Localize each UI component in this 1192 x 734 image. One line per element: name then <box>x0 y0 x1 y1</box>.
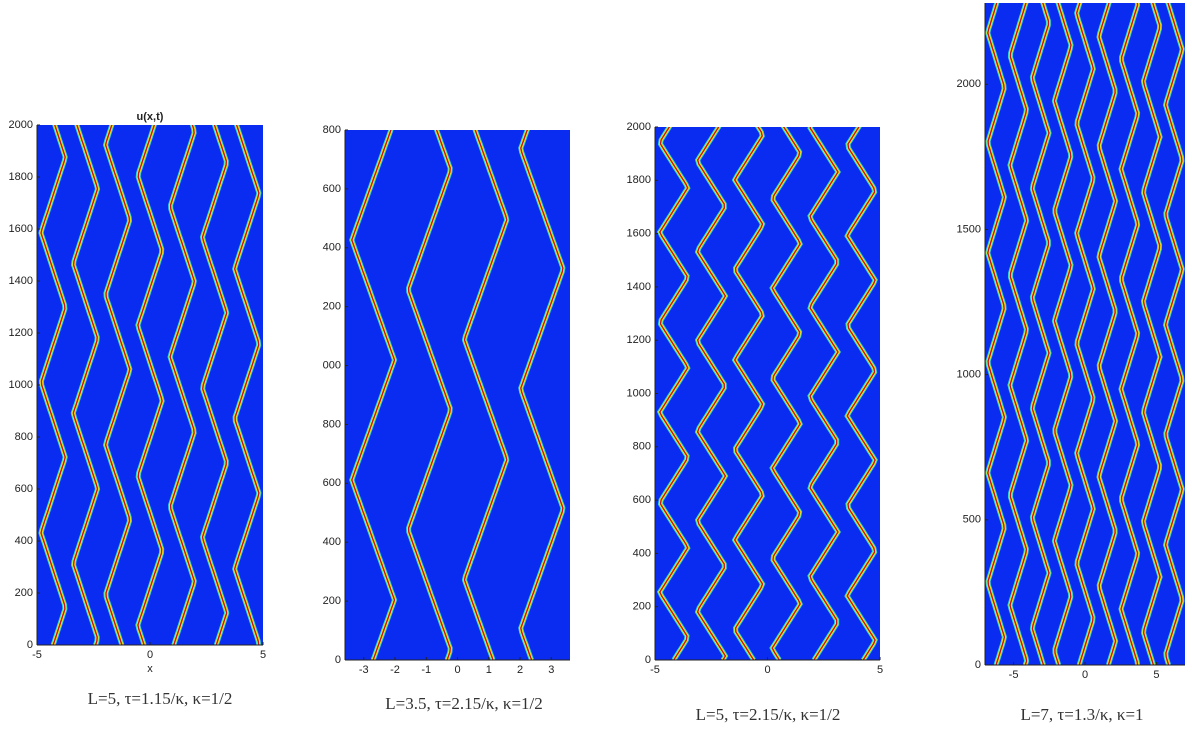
x-tick-label: -5 <box>32 649 42 661</box>
panel: 0 200 400 600 800 000 200 400 600 800 -3 -2 -1 0 1 2 3 L=… <box>323 124 570 713</box>
pulse-trace <box>1009 3 1028 665</box>
pulse-trace <box>733 127 764 660</box>
y-tick-label: 600 <box>15 483 33 495</box>
x-tick-label: 0 <box>1082 669 1088 681</box>
x-tick-label: 2 <box>517 664 523 676</box>
y-tick-label: 1500 <box>957 223 981 235</box>
pulse-trace <box>771 127 801 660</box>
y-tick-label: 2000 <box>627 121 651 133</box>
caption: L=5, τ=2.15/κ, κ=1/2 <box>696 705 841 724</box>
x-tick-label: 5 <box>877 664 883 676</box>
pulse-trace <box>233 125 260 645</box>
y-tick-label: 000 <box>323 359 341 371</box>
y-tick-label: 800 <box>323 418 341 430</box>
y-tick-label: 2000 <box>9 119 33 131</box>
y-tick-label: 600 <box>323 477 341 489</box>
y-tick-label: 400 <box>15 535 33 547</box>
y-tick-label: 800 <box>323 124 341 136</box>
pulse-trace <box>846 127 876 660</box>
pulse-trace <box>169 125 196 645</box>
pulse-trace <box>987 3 1006 665</box>
y-tick-label: 1800 <box>627 174 651 186</box>
x-tick-label: -2 <box>390 664 400 676</box>
x-tick-label: 5 <box>1153 669 1159 681</box>
y-tick-label: 0 <box>27 639 33 651</box>
y-tick-label: 2000 <box>957 78 981 90</box>
y-tick-label: 800 <box>15 431 33 443</box>
y-tick-label: 1000 <box>9 379 33 391</box>
x-tick-label: 3 <box>548 664 554 676</box>
y-tick-label: 500 <box>963 514 981 526</box>
y-tick-label: 1600 <box>9 223 33 235</box>
y-tick-label: 1200 <box>627 334 651 346</box>
y-tick-label: 1400 <box>627 281 651 293</box>
pulse-trace <box>1075 3 1095 665</box>
pulse-trace <box>137 125 163 645</box>
panel: 0 500 1000 1500 2000 -5 0 5 L=7, τ=1.3/κ, κ=1 <box>957 3 1185 724</box>
x-tick-label: 0 <box>764 664 770 676</box>
pulse-trace <box>1031 3 1050 665</box>
y-tick-label: 1400 <box>9 275 33 287</box>
y-tick-label: 400 <box>323 536 341 548</box>
caption: L=7, τ=1.3/κ, κ=1 <box>1020 705 1143 724</box>
pulse-trace <box>407 130 451 660</box>
y-tick-label: 200 <box>323 595 341 607</box>
y-tick-label: 0 <box>975 659 981 671</box>
x-tick-label: -1 <box>421 664 431 676</box>
heatmap-pattern <box>656 127 878 660</box>
pulse-trace <box>696 127 727 660</box>
y-tick-label: 800 <box>633 441 651 453</box>
pulse-trace <box>1053 3 1072 665</box>
pulse-trace <box>520 130 564 660</box>
x-tick-label: 5 <box>260 649 266 661</box>
pulse-trace <box>809 127 839 660</box>
y-tick-label: 1800 <box>9 171 33 183</box>
x-tick-label: -5 <box>1009 669 1019 681</box>
y-tick-label: 400 <box>633 547 651 559</box>
pulse-trace <box>463 130 508 660</box>
heatmap-background <box>37 125 263 645</box>
y-tick-label: 0 <box>645 654 651 666</box>
y-tick-label: 200 <box>15 587 33 599</box>
heatmap-pattern <box>38 125 262 645</box>
y-tick-label: 600 <box>633 494 651 506</box>
heatmap-pattern <box>349 130 566 660</box>
x-tick-label: 0 <box>454 664 460 676</box>
pulse-trace <box>72 125 99 645</box>
x-tick-label: 1 <box>486 664 492 676</box>
y-tick-label: 1000 <box>957 369 981 381</box>
heatmap-pattern <box>985 3 1185 665</box>
pulse-trace <box>1142 3 1161 665</box>
y-tick-label: 400 <box>323 242 341 254</box>
pulse-trace <box>1098 3 1117 665</box>
x-tick-label: 0 <box>147 649 153 661</box>
y-tick-label: 200 <box>323 301 341 313</box>
pulse-trace <box>658 127 689 660</box>
caption: L=5, τ=1.15/κ, κ=1/2 <box>88 689 233 708</box>
pulse-trace <box>201 125 228 645</box>
x-tick-label: -5 <box>650 664 660 676</box>
y-tick-label: 1600 <box>627 228 651 240</box>
panel-title: u(x,t) <box>137 111 164 123</box>
y-tick-label: 0 <box>335 654 341 666</box>
pulse-trace <box>40 125 66 645</box>
y-tick-label: 1200 <box>9 327 33 339</box>
y-tick-label: 200 <box>633 601 651 613</box>
y-tick-label: 600 <box>323 183 341 195</box>
x-axis-label: x <box>147 663 153 675</box>
heatmap-background <box>655 127 880 660</box>
y-tick-label: 1000 <box>627 387 651 399</box>
pulse-trace <box>104 125 131 645</box>
pulse-trace <box>351 130 396 660</box>
pulse-trace <box>1120 3 1139 665</box>
x-tick-label: -3 <box>359 664 369 676</box>
caption: L=3.5, τ=2.15/κ, κ=1/2 <box>385 694 543 713</box>
pulse-trace <box>1164 3 1183 665</box>
